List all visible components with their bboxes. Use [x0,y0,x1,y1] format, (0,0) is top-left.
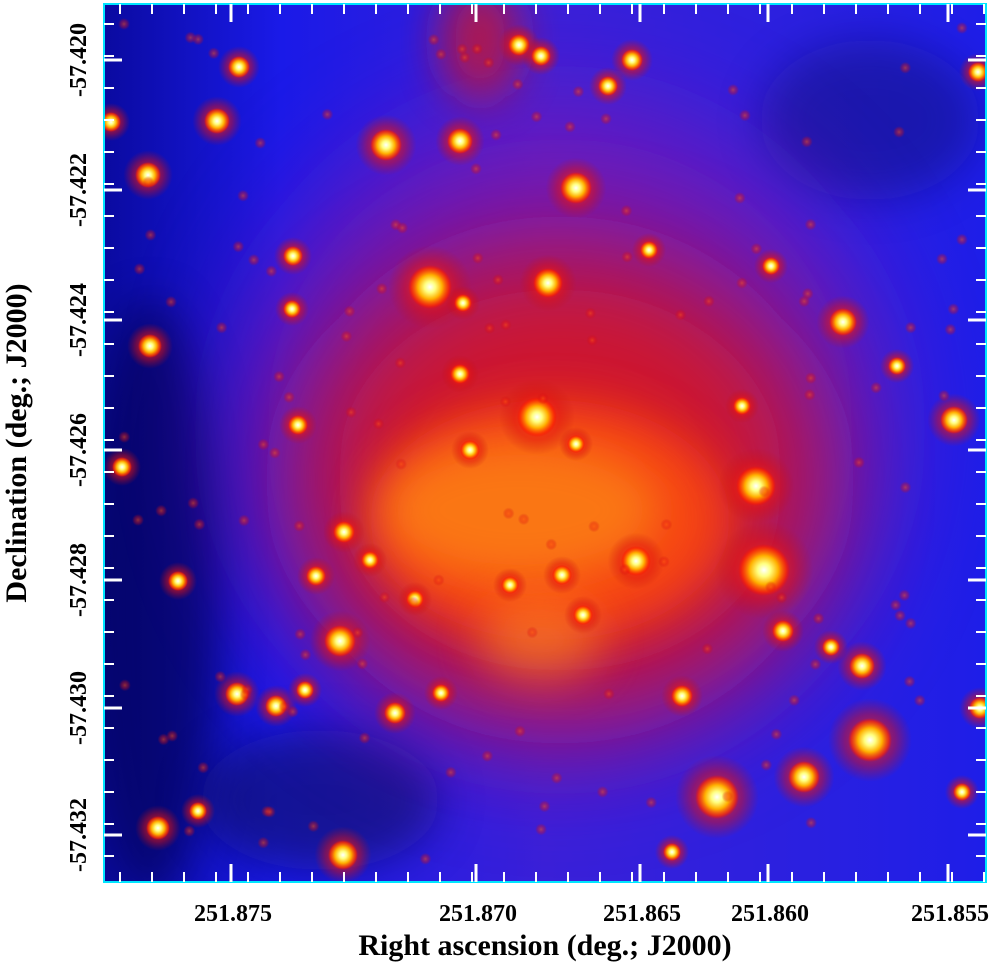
x-tick-label: 251.875 [194,901,272,927]
y-tick-labels: -57.420 -57.422 -57.424 -57.426 -57.428 -57.4… [66,23,92,872]
y-tick-label: -57.428 [66,543,92,617]
x-tick-labels: 251.875 251.870 251.865 251.860 251.855 [194,901,989,927]
x-tick-label: 251.865 [603,901,681,927]
x-tick-label: 251.860 [731,901,809,927]
y-tick-label: -57.426 [66,413,92,487]
y-axis-title: Declination (deg.; J2000) [0,283,33,602]
y-tick-label: -57.430 [66,671,92,745]
tick-marks [104,4,986,882]
x-tick-label: 251.855 [911,901,989,927]
y-tick-label: -57.432 [66,798,92,872]
image-frame [103,3,987,883]
y-tick-label: -57.422 [66,153,92,227]
y-tick-label: -57.424 [66,283,92,357]
sky-image [104,4,986,882]
y-tick-label: -57.420 [66,23,92,97]
x-tick-label: 251.870 [439,901,517,927]
x-axis-title: Right ascension (deg.; J2000) [358,929,731,962]
